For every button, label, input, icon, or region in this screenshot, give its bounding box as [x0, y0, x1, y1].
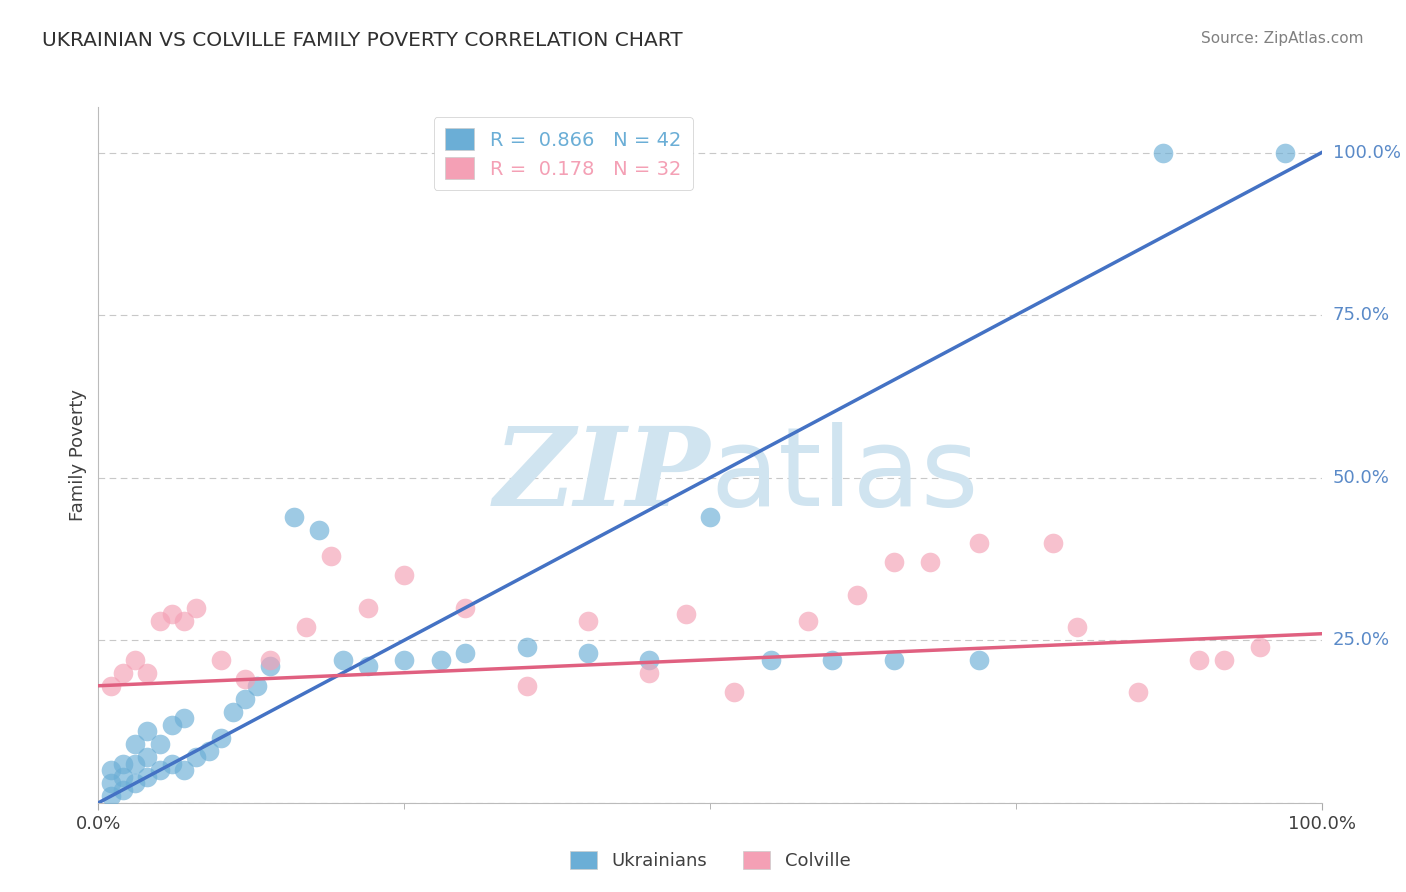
Point [723, 685, 745, 699]
Point [637, 653, 661, 667]
Legend: Ukrainians, Colville: Ukrainians, Colville [562, 844, 858, 877]
Point [797, 614, 820, 628]
Point [100, 789, 122, 804]
Point [1152, 145, 1174, 160]
Point [845, 588, 868, 602]
Point [136, 665, 159, 680]
Point [136, 724, 159, 739]
Point [761, 653, 783, 667]
Point [186, 750, 208, 764]
Point [454, 600, 477, 615]
Point [259, 653, 281, 667]
Point [516, 640, 538, 654]
Text: 75.0%: 75.0% [1333, 306, 1391, 324]
Point [222, 705, 245, 719]
Point [209, 653, 232, 667]
Point [637, 665, 661, 680]
Point [883, 653, 905, 667]
Point [308, 523, 330, 537]
Point [160, 718, 183, 732]
Text: UKRAINIAN VS COLVILLE FAMILY POVERTY CORRELATION CHART: UKRAINIAN VS COLVILLE FAMILY POVERTY COR… [42, 31, 683, 50]
Point [392, 653, 416, 667]
Point [356, 600, 378, 615]
Point [246, 679, 269, 693]
Point [173, 764, 195, 778]
Point [124, 776, 146, 790]
Point [1066, 620, 1088, 634]
Point [699, 509, 721, 524]
Text: Source: ZipAtlas.com: Source: ZipAtlas.com [1201, 31, 1364, 46]
Point [233, 672, 256, 686]
Point [1250, 640, 1272, 654]
Point [173, 711, 195, 725]
Point [149, 764, 172, 778]
Point [576, 646, 599, 660]
Point [516, 679, 538, 693]
Point [124, 737, 146, 751]
Point [1212, 653, 1234, 667]
Point [160, 756, 183, 771]
Point [111, 770, 134, 784]
Point [149, 614, 172, 628]
Point [821, 653, 844, 667]
Point [259, 659, 281, 673]
Point [920, 555, 942, 569]
Point [100, 764, 122, 778]
Point [100, 776, 122, 790]
Point [319, 549, 342, 563]
Text: 50.0%: 50.0% [1333, 468, 1389, 487]
Text: ZIP: ZIP [494, 422, 710, 530]
Point [1128, 685, 1150, 699]
Text: atlas: atlas [710, 422, 979, 529]
Point [111, 665, 134, 680]
Point [576, 614, 599, 628]
Point [124, 756, 146, 771]
Point [197, 744, 219, 758]
Text: 100.0%: 100.0% [1333, 144, 1400, 161]
Point [883, 555, 905, 569]
Point [356, 659, 378, 673]
Point [149, 737, 172, 751]
Point [209, 731, 232, 745]
Point [967, 653, 990, 667]
Point [136, 770, 159, 784]
Point [100, 679, 122, 693]
Point [454, 646, 477, 660]
Point [111, 782, 134, 797]
Point [186, 600, 208, 615]
Point [233, 691, 256, 706]
Point [392, 568, 416, 582]
Point [283, 509, 305, 524]
Point [160, 607, 183, 622]
Point [1274, 145, 1296, 160]
Point [430, 653, 453, 667]
Point [173, 614, 195, 628]
Point [295, 620, 318, 634]
Point [332, 653, 354, 667]
Y-axis label: Family Poverty: Family Poverty [69, 389, 87, 521]
Text: 25.0%: 25.0% [1333, 632, 1391, 649]
Point [967, 535, 990, 549]
Point [1042, 535, 1064, 549]
Point [1188, 653, 1211, 667]
Point [675, 607, 697, 622]
Point [124, 653, 146, 667]
Point [136, 750, 159, 764]
Point [111, 756, 134, 771]
